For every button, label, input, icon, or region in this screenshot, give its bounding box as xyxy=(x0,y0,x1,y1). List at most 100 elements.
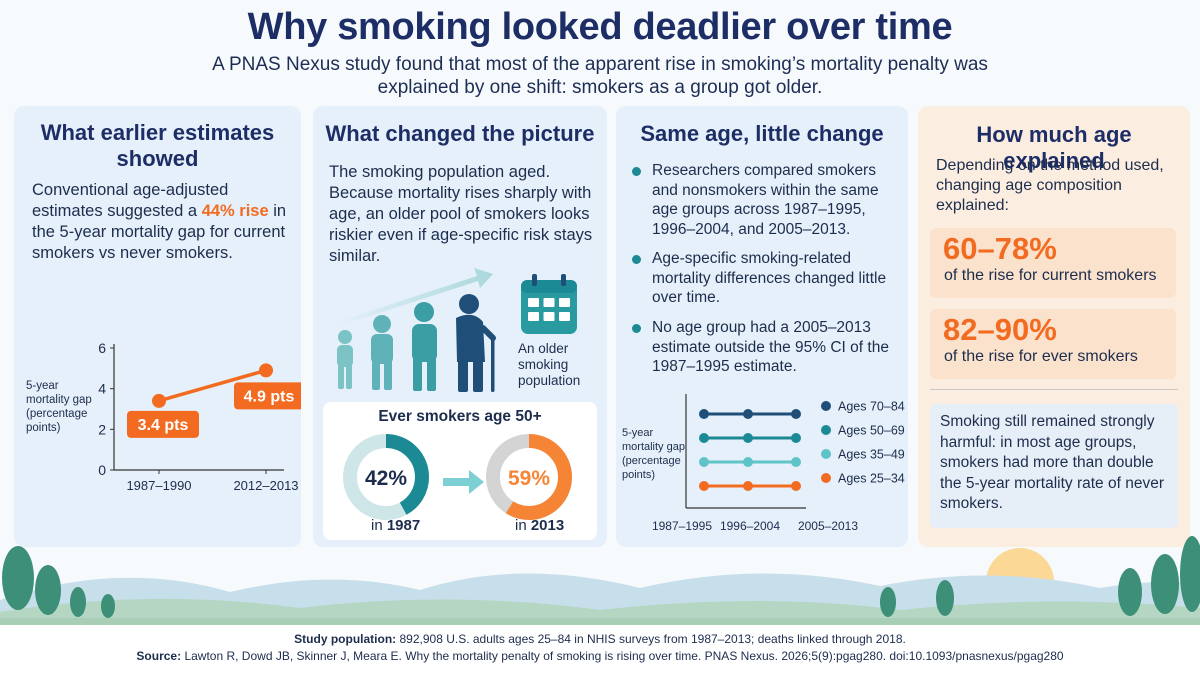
data-point xyxy=(699,433,709,443)
x-tick-label: 1996–2004 xyxy=(720,519,780,533)
donut-caption-1987: in 1987 xyxy=(371,517,420,534)
ever-smokers-title: Ever smokers age 50+ xyxy=(378,408,542,425)
data-label-box xyxy=(234,382,301,410)
text-part: in the 5-year mortality gap for current … xyxy=(32,202,287,262)
legend-marker xyxy=(821,473,831,483)
data-point xyxy=(699,409,709,419)
y-axis-label: (percentage xyxy=(26,408,87,420)
data-point xyxy=(743,457,753,467)
bullet-item: Age-specific smoking-related mortality d… xyxy=(630,249,900,308)
panel-intro: Depending on the method used, changing a… xyxy=(936,157,1164,214)
caption-prefix: in xyxy=(371,517,387,534)
bullet-dot-icon xyxy=(632,167,641,176)
source-line: Source: Lawton R, Dowd JB, Skinner J, Me… xyxy=(0,648,1200,665)
panel-text: Conventional age-adjusted estimates sugg… xyxy=(32,180,287,264)
age-group-chart: 5-year mortality gap (percentage points) 198… xyxy=(622,394,905,533)
data-label: 4.9 pts xyxy=(244,388,295,405)
series-line xyxy=(158,368,267,403)
calendar-icon xyxy=(521,274,577,334)
y-axis-label: 5-year xyxy=(26,380,59,392)
data-point xyxy=(699,457,709,467)
panel-what-changed: What changed the picture The smoking pop… xyxy=(313,106,607,547)
legend-label: Ages 35–49 xyxy=(838,448,905,462)
y-axis-label: (percentage xyxy=(622,455,681,467)
data-point xyxy=(743,481,753,491)
bullet-item: Researchers compared smokers and nonsmok… xyxy=(630,161,900,239)
aging-people-illustration xyxy=(337,268,496,392)
ever-smokers-card: Ever smokers age 50+ 42% 59% in 1987 in 2… xyxy=(323,402,597,540)
x-tick-label: 2005–2013 xyxy=(798,519,858,533)
panel-title: What earlier estimates showed xyxy=(40,120,275,171)
legend-label: Ages 25–34 xyxy=(838,472,905,486)
bullet-dot-icon xyxy=(632,255,641,264)
donut-value: 59% xyxy=(508,467,550,490)
stat-value: 60–78% xyxy=(943,231,1057,266)
y-axis-label: mortality gap xyxy=(26,394,92,406)
x-tick-label: 1987–1995 xyxy=(652,519,712,533)
header: Why smoking looked deadlier over time A … xyxy=(0,0,1200,100)
donut-arc xyxy=(343,434,429,520)
page-title: Why smoking looked deadlier over time xyxy=(247,6,953,48)
panel-earlier-estimates: What earlier estimates showed Convention… xyxy=(14,106,301,547)
bullet-text: Age-specific smoking-related mortality d… xyxy=(652,250,887,306)
y-tick-label: 2 xyxy=(98,421,106,437)
panel-title: What changed the picture xyxy=(325,121,595,146)
stat-ever-smokers: 82–90% of the rise for ever smokers xyxy=(930,309,1176,379)
panel-title: How much age explained xyxy=(976,122,1132,173)
y-tick-label: 6 xyxy=(98,340,106,356)
stat-label: of the rise for ever smokers xyxy=(944,348,1138,365)
donut-caption-2013: in 2013 xyxy=(515,517,564,534)
panel-age-explained: How much age explained Depending on the … xyxy=(918,106,1190,547)
study-population-line: Study population: 892,908 U.S. adults ag… xyxy=(0,631,1200,648)
footer: Study population: 892,908 U.S. adults ag… xyxy=(0,625,1200,675)
y-axis-label: 5-year xyxy=(622,427,654,439)
x-tick-label: 1987–1990 xyxy=(126,478,191,493)
data-label-box xyxy=(127,410,199,438)
data-point xyxy=(743,409,753,419)
legend-label: Ages 70–84 xyxy=(838,400,905,414)
legend-marker xyxy=(821,449,831,459)
page-subtitle: A PNAS Nexus study found that most of th… xyxy=(212,54,988,98)
data-point xyxy=(791,457,801,467)
legend-label: Ages 50–69 xyxy=(838,424,905,438)
data-point xyxy=(791,433,801,443)
landscape-illustration xyxy=(0,536,1200,626)
arrow-right-icon xyxy=(443,470,484,494)
data-point xyxy=(743,433,753,443)
divider xyxy=(930,389,1178,390)
mortality-gap-chart: 5-year mortality gap (percentage points) 0 2 4… xyxy=(26,340,301,493)
panel-text: The smoking population aged. Because mor… xyxy=(329,163,593,265)
data-point xyxy=(152,393,166,408)
conclusion-box: Smoking still remained strongly harmful:… xyxy=(930,404,1178,528)
panel-same-age: Same age, little change Researchers comp… xyxy=(616,106,908,547)
bullet-text: No age group had a 2005–2013 estimate ou… xyxy=(652,319,889,375)
caption-year: 1987 xyxy=(386,517,421,534)
bullet-dot-icon xyxy=(632,324,641,333)
bullet-item: No age group had a 2005–2013 estimate ou… xyxy=(630,318,900,377)
y-axis-label: mortality gap xyxy=(622,441,685,453)
source-text: Lawton R, Dowd JB, Skinner J, Meara E. W… xyxy=(181,649,1064,663)
source-label: Source: xyxy=(136,649,182,663)
older-population-label: An older smoking population xyxy=(518,341,581,388)
y-tick-label: 4 xyxy=(98,381,106,397)
data-point xyxy=(699,481,709,491)
caption-year: 2013 xyxy=(530,517,565,534)
data-point xyxy=(259,363,273,378)
bullet-text: Researchers compared smokers and nonsmok… xyxy=(652,162,879,238)
caption-prefix: in xyxy=(515,517,531,534)
legend-marker xyxy=(821,425,831,435)
y-tick-label: 0 xyxy=(98,462,106,478)
data-point xyxy=(791,409,801,419)
y-axis-label: points) xyxy=(622,469,655,481)
text-part: Conventional age-adjusted estimates sugg… xyxy=(32,181,229,220)
panel-title: Same age, little change xyxy=(640,121,884,146)
population-label: Study population: xyxy=(294,632,397,646)
highlight-44-percent: 44% rise xyxy=(201,202,269,220)
data-label: 3.4 pts xyxy=(138,417,189,434)
legend-marker xyxy=(821,401,831,411)
y-axis-label: points) xyxy=(26,422,61,434)
donut-arc xyxy=(486,434,572,520)
data-point xyxy=(791,481,801,491)
ever-smokers-donuts: 42% 59% xyxy=(343,434,572,520)
x-tick-label: 2012–2013 xyxy=(233,478,298,493)
